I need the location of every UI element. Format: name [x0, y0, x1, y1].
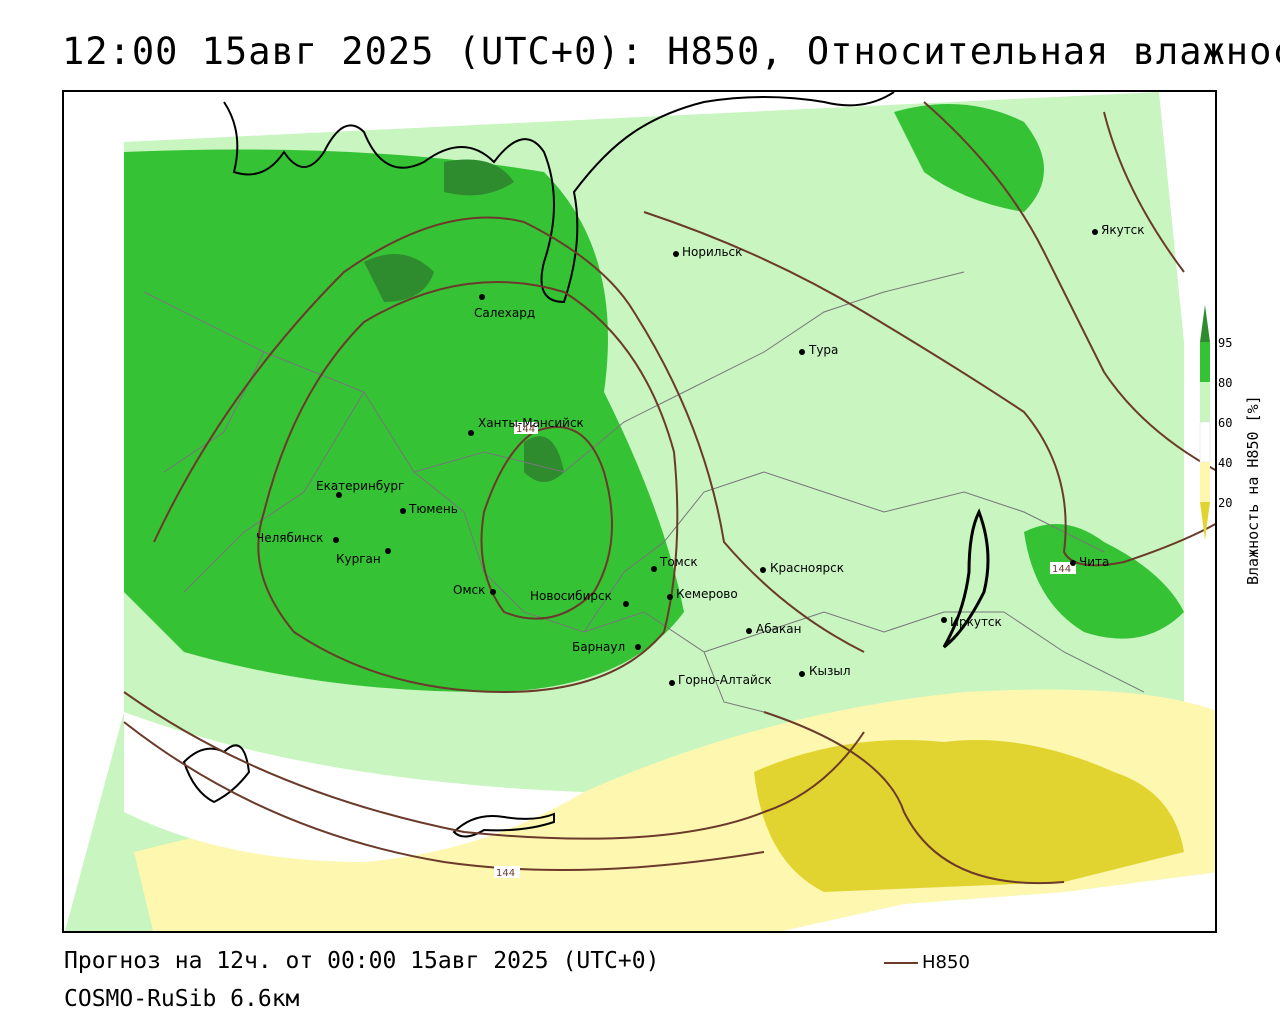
outside-domain-bottom-right: [782, 872, 1215, 931]
contour-label: 144: [1052, 564, 1071, 575]
lake-baikal: [942, 508, 990, 649]
h850-contour-north: [643, 211, 1215, 567]
city-label: Салехард: [474, 306, 535, 320]
aral-sea: [182, 744, 251, 804]
outside-domain-right: [1159, 92, 1215, 872]
city-label: Красноярск: [770, 561, 844, 575]
city-label: Тюмень: [408, 502, 458, 516]
lake-balkhash: [452, 812, 555, 838]
city-label: Кемерово: [676, 587, 738, 601]
forecast-info: Прогноз на 12ч. от 00:00 15авг 2025 (UTC…: [64, 948, 660, 974]
h850-contour-southeast: [763, 711, 1065, 885]
city-label: Екатеринбург: [316, 479, 404, 493]
contour-legend-swatch: [884, 962, 918, 964]
contour-label: 144: [516, 424, 535, 435]
colorbar: 95 80 60 40 20: [1198, 300, 1278, 550]
city-label: Ханты-Мансийск: [478, 416, 584, 430]
city-label: Якутск: [1101, 223, 1145, 237]
city-label: Челябинск: [256, 531, 323, 545]
model-name: COSMO-RuSib 6.6км: [64, 986, 300, 1012]
colorbar-tick: 80: [1218, 376, 1232, 390]
humidity-zone-80-95-west: [124, 149, 684, 692]
colorbar-20-40: [1200, 462, 1210, 502]
humidity-zone-80-95-north: [894, 104, 1044, 212]
city-label: Барнаул: [572, 640, 625, 654]
city-label: Чита: [1079, 555, 1109, 569]
city-label: Иркутск: [950, 615, 1002, 629]
h850-contour-middle: [257, 281, 679, 694]
colorbar-tick: 95: [1218, 336, 1232, 350]
city-label: Курган: [336, 552, 381, 566]
colorbar-tick: 60: [1218, 416, 1232, 430]
colorbar-scale: 95 80 60 40 20: [1199, 305, 1232, 540]
contour-label: 144: [496, 868, 515, 879]
h850-contour-wide: [123, 691, 865, 840]
colorbar-tick: 40: [1218, 456, 1232, 470]
coastline: [223, 92, 895, 304]
city-label: Кызыл: [809, 664, 851, 678]
colorbar-40-60: [1199, 421, 1211, 463]
region-borders: [143, 271, 1145, 713]
colorbar-tick: 20: [1218, 496, 1232, 510]
city-markers: Норильск Якутск Салехард Тура Ханты-Манс…: [256, 223, 1145, 687]
h850-contour-northeast: [923, 101, 1215, 471]
map-frame: 144 144 144 Норильск Якутск Салехард Тур…: [62, 90, 1217, 933]
city-label: Омск: [453, 583, 485, 597]
h850-contours: [123, 101, 1215, 885]
contour-labels: 144 144 144: [494, 422, 1076, 879]
humidity-zone-above-95: [364, 159, 564, 482]
colorbar-above-95: [1200, 305, 1210, 342]
h850-contour-south: [123, 721, 765, 871]
h850-contour-east: [1103, 111, 1185, 273]
contour-legend-label: H850: [922, 952, 970, 973]
map-title: 12:00 15авг 2025 (UTC+0): H850, Относите…: [62, 30, 1280, 73]
colorbar-80-95: [1200, 342, 1210, 382]
colorbar-60-80: [1200, 382, 1210, 422]
city-label: Норильск: [682, 245, 742, 259]
city-label: Тура: [808, 343, 838, 357]
humidity-zone-40-60-south: [124, 712, 584, 862]
city-label: Томск: [659, 555, 698, 569]
h850-contour-inner: [480, 426, 613, 620]
outside-domain-left-strip: [64, 92, 124, 931]
city-label: Новосибирск: [530, 589, 612, 603]
city-label: Абакан: [756, 622, 801, 636]
contour-legend: H850: [884, 952, 970, 973]
humidity-map: 144 144 144 Норильск Якутск Салехард Тур…: [64, 92, 1215, 931]
city-label: Горно-Алтайск: [678, 673, 772, 687]
h850-contour-outer: [153, 216, 865, 653]
colorbar-below-20: [1200, 502, 1210, 540]
colorbar-title: Влажность на H850 [%]: [1244, 395, 1262, 585]
humidity-zone-below-20: [754, 740, 1184, 892]
